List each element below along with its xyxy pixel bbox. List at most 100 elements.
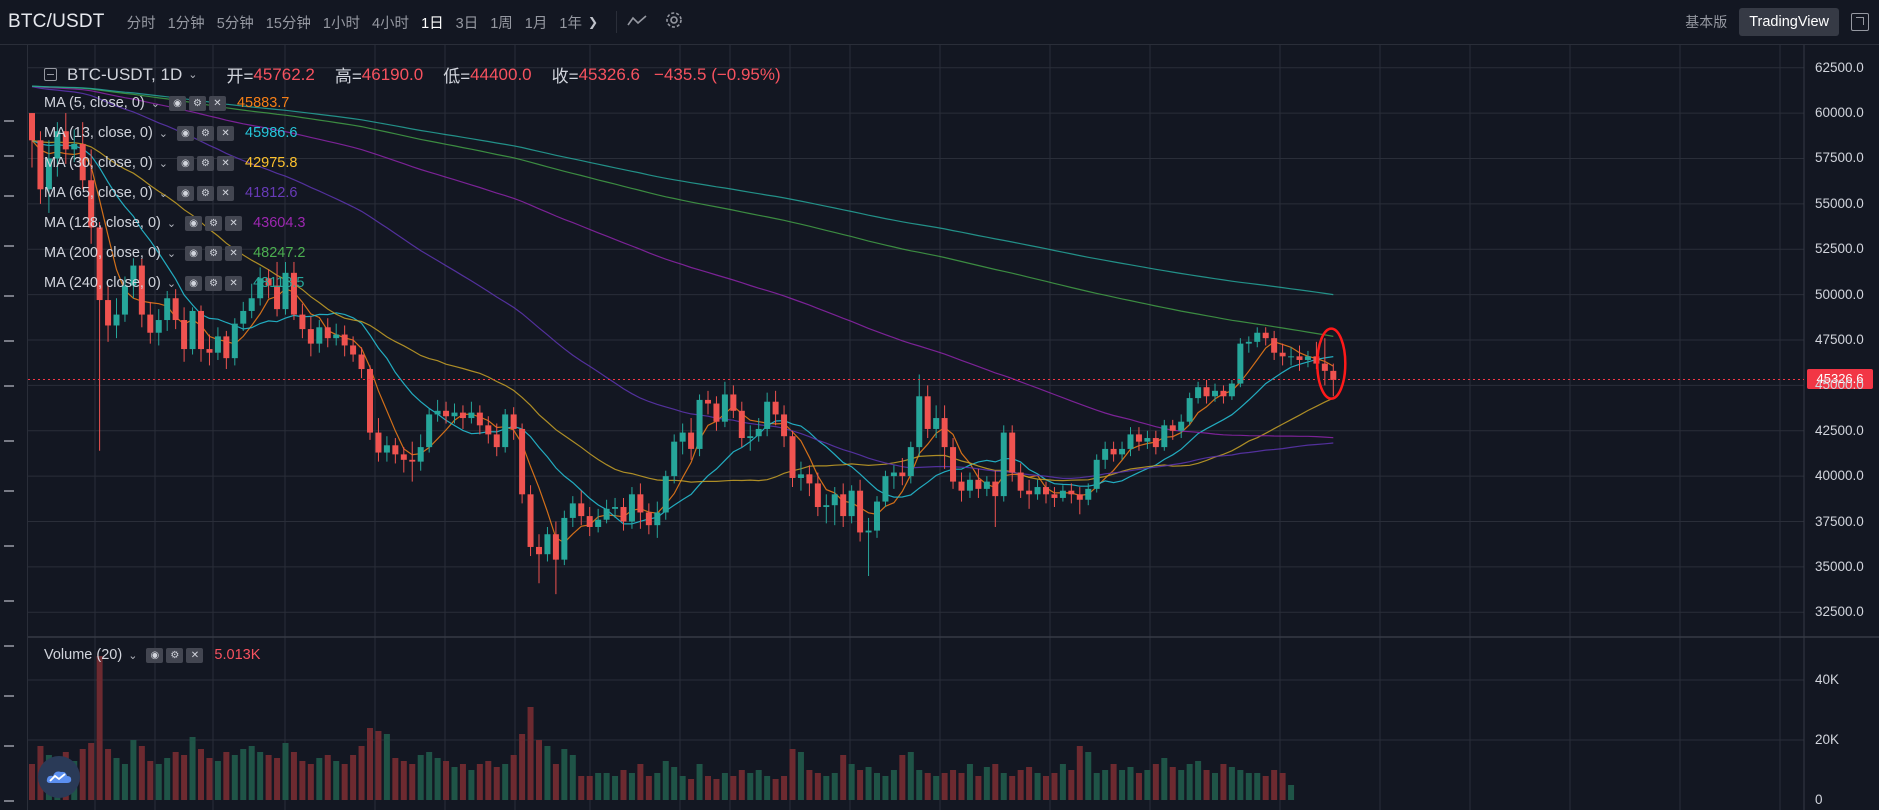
tradingview-button[interactable]: TradingView	[1739, 8, 1839, 36]
chevron-down-icon[interactable]: ⌄	[150, 97, 160, 110]
ma-line	[31, 139, 1334, 544]
ma-name[interactable]: MA (30, close, 0)	[44, 155, 153, 171]
gear-icon[interactable]: ⚙	[197, 125, 215, 141]
gear-icon[interactable]: ⚙	[188, 95, 206, 111]
gear-icon[interactable]: ⚙	[205, 275, 223, 291]
gear-icon[interactable]: ⚙	[197, 185, 215, 201]
candle-body	[307, 329, 314, 344]
chevron-down-icon[interactable]: ⌄	[158, 127, 169, 140]
drawing-tool-icon[interactable]	[4, 645, 14, 647]
volume-bar	[1237, 770, 1244, 800]
ma-name[interactable]: MA (128, close, 0)	[44, 215, 161, 231]
eye-icon[interactable]: ◉	[185, 245, 203, 261]
chevron-down-icon[interactable]: ⌄	[166, 277, 177, 290]
eye-icon[interactable]: ◉	[185, 275, 203, 291]
right-tools: 基本版 TradingView	[1685, 0, 1869, 44]
volume-bar	[958, 773, 965, 800]
gear-icon[interactable]: ⚙	[205, 245, 223, 261]
drawing-tool-icon[interactable]	[4, 155, 14, 157]
eye-icon[interactable]: ◉	[177, 185, 195, 201]
volume-bar	[552, 764, 559, 800]
candle-body	[764, 401, 771, 429]
collapse-legend-icon[interactable]	[44, 68, 57, 81]
volume-bar	[1110, 764, 1117, 800]
wave-icon[interactable]	[627, 12, 647, 33]
close-icon[interactable]: ✕	[225, 245, 243, 261]
drawing-tool-icon[interactable]	[4, 120, 14, 122]
close-icon[interactable]: ✕	[217, 185, 235, 201]
close-label: 收=	[551, 67, 579, 86]
eye-icon[interactable]: ◉	[146, 647, 164, 663]
cloud-logo-icon[interactable]	[38, 756, 80, 798]
drawing-tool-icon[interactable]	[4, 295, 14, 297]
close-icon[interactable]: ✕	[208, 95, 226, 111]
gear-icon[interactable]: ⚙	[205, 215, 223, 231]
candle-body	[857, 490, 864, 533]
chevron-down-icon[interactable]: ⌄	[166, 247, 177, 260]
eye-icon[interactable]: ◉	[168, 95, 186, 111]
drawing-tool-icon[interactable]	[4, 745, 14, 747]
interval-5[interactable]: 4小时	[371, 15, 410, 32]
interval-3[interactable]: 15分钟	[265, 15, 311, 32]
chevron-down-icon[interactable]: ⌄	[166, 217, 177, 230]
ma-name[interactable]: MA (13, close, 0)	[44, 125, 153, 141]
chevron-down-icon[interactable]: ⌄	[128, 649, 138, 662]
ma-name[interactable]: MA (65, close, 0)	[44, 185, 153, 201]
drawing-tool-icon[interactable]	[4, 545, 14, 547]
drawing-tool-icon[interactable]	[4, 490, 14, 492]
close-icon[interactable]: ✕	[186, 647, 204, 663]
interval-9[interactable]: 1月	[524, 15, 548, 32]
candle-body	[578, 503, 585, 517]
ma-name[interactable]: MA (200, close, 0)	[44, 245, 161, 261]
gear-icon[interactable]: ⚙	[197, 155, 215, 171]
drawing-tool-icon[interactable]	[4, 340, 14, 342]
eye-icon[interactable]: ◉	[185, 215, 203, 231]
interval-1[interactable]: 1分钟	[167, 15, 205, 32]
close-icon[interactable]: ✕	[217, 155, 235, 171]
candle-body	[1110, 448, 1117, 455]
interval-4[interactable]: 1小时	[322, 15, 360, 32]
close-icon[interactable]: ✕	[217, 125, 235, 141]
drawing-tool-icon[interactable]	[4, 800, 14, 802]
drawing-tool-icon[interactable]	[4, 695, 14, 697]
volume-bar	[620, 770, 627, 800]
interval-10[interactable]: 1年	[559, 15, 582, 32]
chevron-down-icon[interactable]: ⌄	[158, 187, 169, 200]
interval-7[interactable]: 3日	[455, 15, 479, 32]
drawing-tool-icon[interactable]	[4, 245, 14, 247]
volume-bar	[772, 779, 779, 800]
symbol-pair[interactable]: BTC/USDT	[8, 11, 105, 32]
eye-icon[interactable]: ◉	[177, 125, 195, 141]
interval-2[interactable]: 5分钟	[216, 15, 254, 32]
fullscreen-icon[interactable]	[1851, 13, 1869, 31]
candle-body	[1228, 383, 1235, 397]
drawing-tool-icon[interactable]	[4, 440, 14, 442]
chart-symbol[interactable]: BTC-USDT, 1D	[67, 64, 183, 84]
ma-name[interactable]: MA (240, close, 0)	[44, 275, 161, 291]
chevron-down-icon[interactable]: ⌄	[188, 69, 198, 81]
volume-bar	[493, 767, 500, 800]
volume-bar	[181, 755, 188, 800]
eye-icon[interactable]: ◉	[177, 155, 195, 171]
volume-value: 5.013K	[214, 647, 261, 663]
gear-icon[interactable]: ⚙	[166, 647, 184, 663]
interval-chevron-down-icon[interactable]: ❯	[587, 15, 599, 29]
gear-icon[interactable]	[665, 11, 683, 34]
interval-6[interactable]: 1日	[421, 15, 444, 32]
ma-name[interactable]: MA (5, close, 0)	[44, 95, 145, 111]
chevron-down-icon[interactable]: ⌄	[158, 157, 169, 170]
close-icon[interactable]: ✕	[225, 275, 243, 291]
volume-name[interactable]: Volume (20)	[44, 647, 123, 663]
ma-value: 45883.7	[236, 95, 290, 111]
volume-bar	[1068, 770, 1075, 800]
basic-view-button[interactable]: 基本版	[1685, 14, 1728, 30]
drawing-tool-icon[interactable]	[4, 385, 14, 387]
low-label: 低=	[443, 67, 471, 86]
drawing-tool-icon[interactable]	[4, 600, 14, 602]
close-icon[interactable]: ✕	[225, 215, 243, 231]
candle-body	[1026, 490, 1033, 495]
drawing-tool-icon[interactable]	[4, 195, 14, 197]
interval-0[interactable]: 分时	[126, 15, 156, 32]
interval-8[interactable]: 1周	[490, 15, 513, 32]
